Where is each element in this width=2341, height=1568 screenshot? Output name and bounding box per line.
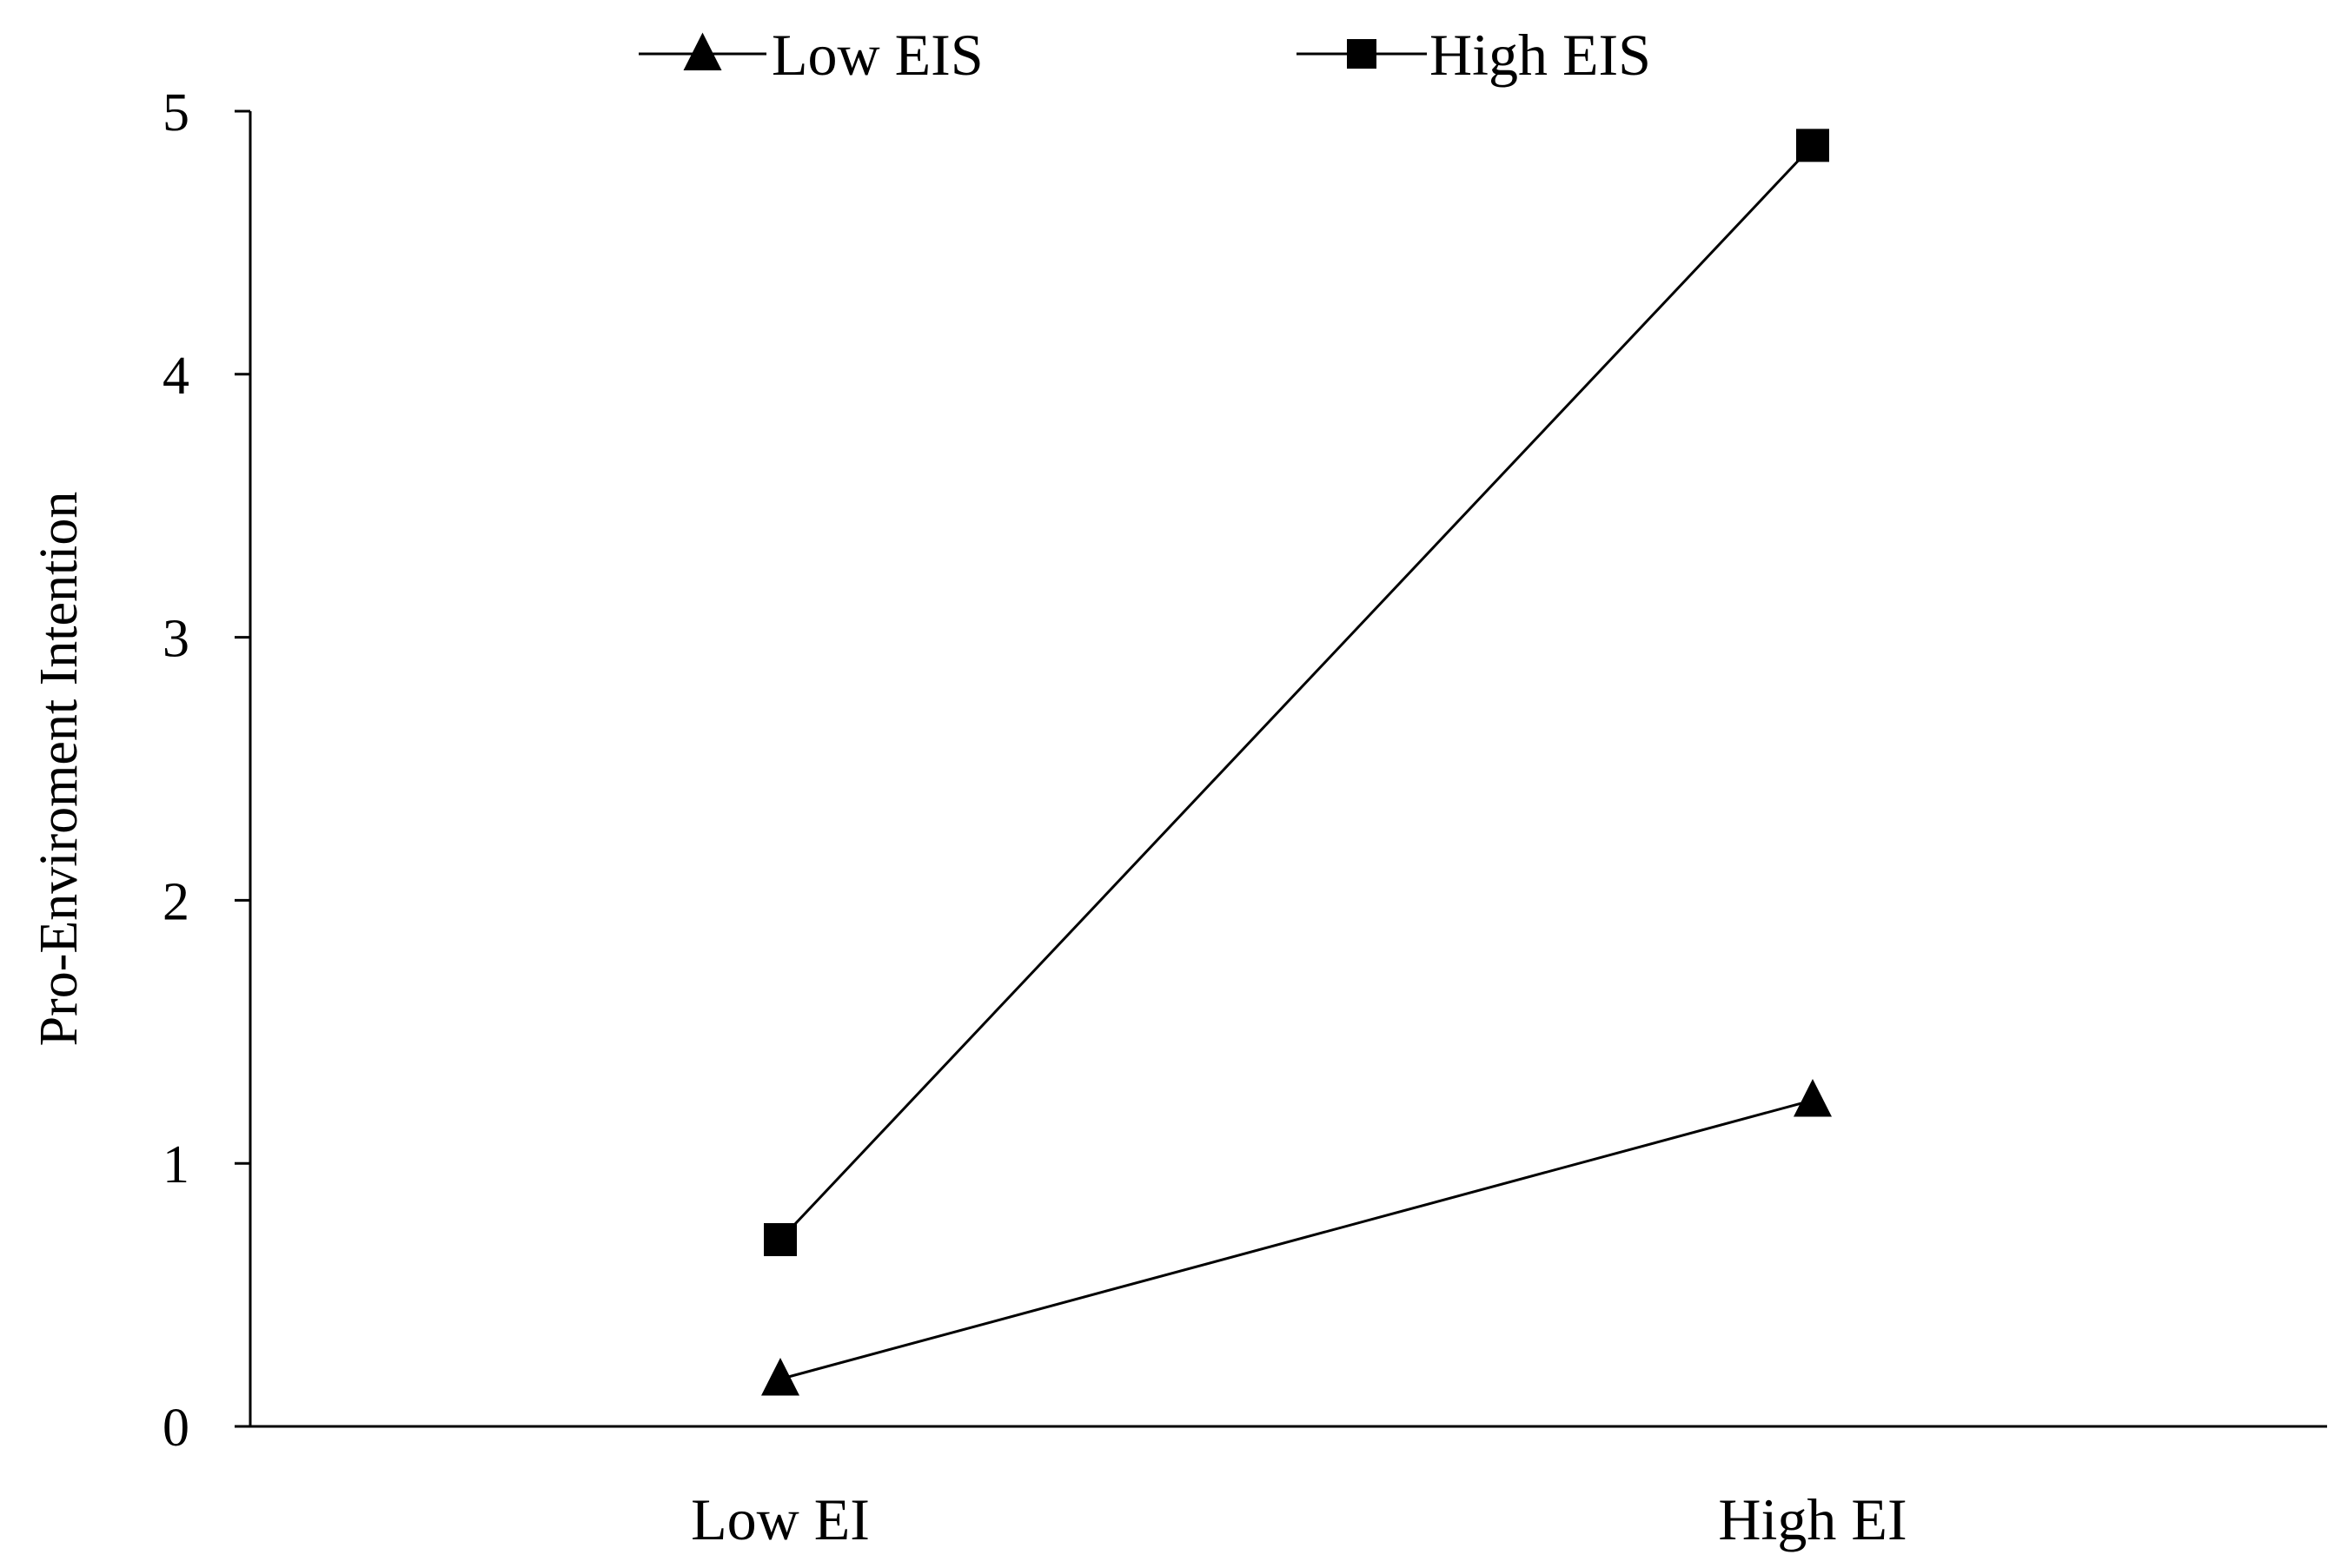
legend-square-marker <box>1347 39 1376 69</box>
y-tick-label: 5 <box>162 83 189 142</box>
series-low-eis <box>761 1078 1832 1396</box>
legend-item-high-eis: High EIS <box>1297 22 1651 88</box>
legend-triangle-marker <box>683 32 722 71</box>
x-category-label: Low EI <box>691 1486 870 1552</box>
series-high-eis <box>764 129 1829 1257</box>
y-tick-label: 1 <box>162 1135 189 1194</box>
data-point-low-eis <box>761 1357 799 1396</box>
legend-item-low-eis: Low EIS <box>639 22 984 88</box>
legend-label: High EIS <box>1429 22 1651 88</box>
series-group <box>761 129 1832 1396</box>
legend: Low EIS High EIS <box>639 22 1651 88</box>
x-ticks: Low EI High EI <box>691 1486 1907 1552</box>
data-point-low-eis <box>1794 1078 1832 1117</box>
legend-label: Low EIS <box>772 22 984 88</box>
series-line-high-eis <box>779 144 1814 1241</box>
series-line-low-eis <box>779 1099 1814 1380</box>
y-tick-label: 0 <box>162 1399 189 1458</box>
data-point-high-eis <box>764 1223 797 1257</box>
data-point-high-eis <box>1796 129 1829 162</box>
y-tick-label: 4 <box>162 347 189 406</box>
axes <box>249 111 2327 1428</box>
y-axis-label: Pro-Enviroment Intention <box>30 492 89 1047</box>
y-tick-label: 3 <box>162 610 189 669</box>
y-ticks: 0 1 2 3 4 5 <box>162 83 250 1458</box>
y-tick-label: 2 <box>162 872 189 931</box>
x-category-label: High EI <box>1718 1486 1907 1552</box>
